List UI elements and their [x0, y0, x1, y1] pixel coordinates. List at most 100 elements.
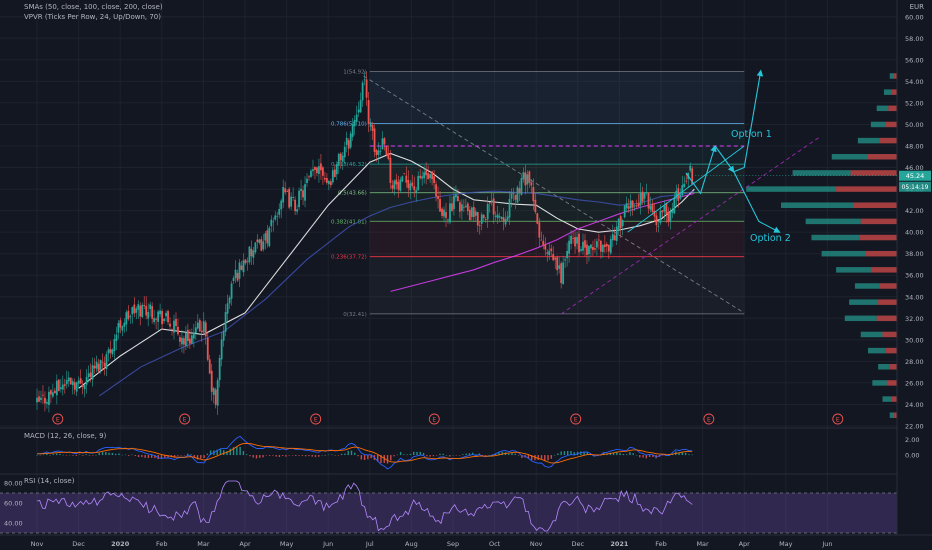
candle-body — [601, 244, 604, 252]
candle-body — [474, 211, 477, 216]
macd-histogram-bar — [327, 454, 330, 456]
macd-indicator-label[interactable]: MACD (12, 26, close, 9) — [24, 432, 107, 440]
macd-histogram-bar — [321, 454, 323, 456]
macd-histogram-bar — [164, 455, 166, 458]
macd-histogram-bar — [147, 455, 150, 458]
candle-body — [665, 202, 668, 214]
macd-histogram-bar — [177, 455, 179, 456]
macd-histogram-bar — [458, 455, 461, 456]
candle-body — [599, 240, 602, 252]
candle-body — [494, 215, 497, 217]
candle-body — [292, 197, 295, 198]
macd-histogram-bar — [560, 451, 562, 456]
macd-signal-line — [37, 442, 693, 464]
macd-histogram-bar — [42, 454, 45, 456]
projection-paths: Option 1 Option 2 — [685, 69, 791, 244]
candle-body — [339, 153, 342, 161]
candle-body — [480, 214, 483, 224]
rsi-tick-label: 40.00 — [4, 520, 23, 528]
macd-histogram-bar — [331, 454, 333, 456]
macd-histogram-bar — [49, 454, 51, 456]
vp-up-bar — [870, 121, 886, 128]
macd-histogram-bar — [203, 455, 205, 459]
vp-up-bar — [868, 347, 886, 354]
vp-up-bar — [811, 234, 860, 241]
candle-body — [500, 216, 503, 219]
macd-histogram-bar — [291, 455, 294, 456]
candle-body — [619, 216, 622, 229]
candle-body — [286, 190, 289, 192]
rsi-indicator-label[interactable]: RSI (14, close) — [24, 477, 75, 485]
candle-body — [667, 211, 670, 223]
macd-histogram-bar — [98, 452, 100, 456]
candle-body — [570, 235, 572, 244]
candle-body — [212, 388, 215, 395]
macd-histogram-bar — [399, 452, 402, 456]
candle-body — [327, 181, 330, 185]
macd-histogram-bar — [442, 453, 444, 456]
candle-body — [335, 164, 338, 175]
candle-body — [181, 337, 183, 345]
macd-histogram-bar — [105, 452, 107, 456]
earnings-marker — [428, 413, 440, 425]
candle-body — [617, 218, 620, 229]
candle-body — [605, 244, 608, 247]
macd-histogram-bar — [691, 454, 693, 456]
macd-histogram-bar — [216, 449, 218, 456]
price-tick-label: 56.00 — [905, 56, 924, 64]
candle-body — [284, 188, 287, 193]
macd-histogram-bar — [262, 455, 264, 458]
vp-up-bar — [844, 315, 877, 322]
vp-down-bar — [882, 331, 897, 338]
earnings-marker — [52, 413, 64, 425]
candle-body — [496, 214, 499, 219]
candle-body — [36, 397, 38, 403]
candle-body — [451, 203, 453, 212]
candle-body — [196, 322, 199, 329]
macd-histogram-bar — [255, 455, 258, 459]
macd-histogram-bar — [65, 455, 68, 456]
vp-up-bar — [805, 218, 861, 225]
candle-body — [63, 384, 66, 386]
vp-up-bar — [836, 267, 871, 273]
macd-histogram-bar — [252, 455, 254, 458]
candle-body — [562, 262, 565, 284]
macd-histogram-bar — [160, 455, 163, 459]
candle-body — [143, 304, 146, 306]
candle-body — [103, 362, 106, 367]
price-tick-label: 24.00 — [905, 401, 924, 409]
candle-body — [607, 244, 610, 252]
candle-body — [510, 193, 513, 199]
macd-histogram-bar — [245, 454, 248, 456]
vp-down-bar — [878, 299, 897, 305]
macd-histogram-bar — [419, 451, 421, 456]
macd-histogram-bar — [386, 455, 389, 464]
macd-histogram-bar — [383, 455, 385, 463]
candle-body — [202, 321, 205, 333]
candle-body — [85, 376, 88, 385]
candle-body — [597, 239, 600, 241]
macd-histogram-bar — [354, 452, 356, 456]
candle-body — [113, 338, 116, 352]
vpvr-indicator-label[interactable]: VPVR (Ticks Per Row, 24, Up/Down, 70) — [24, 13, 161, 21]
price-tick-label: 58.00 — [905, 35, 924, 43]
macd-histogram-bar — [422, 452, 425, 456]
vp-down-bar — [891, 89, 897, 95]
candle-body — [111, 349, 114, 355]
macd-histogram-bar — [612, 452, 615, 456]
candle-body — [582, 241, 584, 251]
candle-body — [165, 312, 167, 317]
sma-indicator-label[interactable]: SMAs (50, close, 100, close, 200, close) — [24, 3, 163, 11]
macd-histogram-bar — [134, 455, 136, 456]
vp-down-bar — [885, 347, 897, 354]
candle-body — [322, 167, 324, 176]
candle-body — [288, 188, 291, 208]
candle-body — [588, 246, 590, 255]
candle-body — [91, 365, 94, 380]
candle-body — [200, 330, 203, 333]
macd-histogram-bar — [75, 455, 78, 457]
candle-body — [393, 180, 396, 190]
